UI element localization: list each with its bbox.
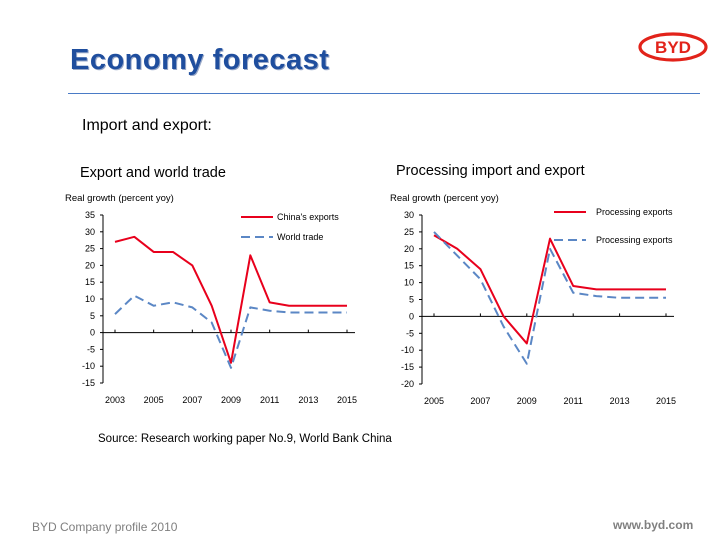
export-world-trade-chart: Real growth (percent yoy)35302520151050-… [65,193,357,405]
title-divider [68,93,700,94]
y-tick-label: 5 [90,311,95,321]
processing-import-export-chart: Real growth (percent yoy)302520151050-5-… [390,193,676,406]
legend-label: Processing exports [596,207,673,217]
y-tick-label: -5 [87,344,95,354]
x-tick-label: 2003 [105,395,125,405]
y-tick-label: 20 [85,260,95,270]
y-tick-label: 0 [90,328,95,338]
y-tick-label: 5 [409,295,414,305]
y-tick-label: -10 [401,345,414,355]
x-tick-label: 2015 [337,395,357,405]
x-tick-label: 2007 [182,395,202,405]
logo-text: BYD [655,38,691,57]
section-subtitle: Import and export: [82,117,212,134]
footer-company: BYD Company profile 2010 [32,520,178,534]
left-chart-heading: Export and world trade [80,165,226,181]
y-tick-label: 0 [409,311,414,321]
y-tick-label: 30 [404,210,414,220]
x-tick-label: 2009 [221,395,241,405]
y-tick-label: 25 [404,227,414,237]
footer-website: www.byd.com [613,518,694,532]
x-tick-label: 2011 [564,396,583,406]
x-tick-label: 2011 [260,395,279,405]
x-tick-label: 2005 [424,396,444,406]
series-line-0 [114,235,347,364]
y-tick-label: 10 [85,294,95,304]
legend-label: World trade [277,232,323,242]
y-tick-label: 25 [85,244,95,254]
x-tick-label: 2007 [470,396,490,406]
series-line-1 [114,294,347,369]
y-tick-label: -20 [401,379,414,389]
series-line-0 [433,234,666,345]
y-tick-label: -15 [82,378,95,388]
x-tick-label: 2013 [298,395,318,405]
series-line-1 [433,231,666,365]
right-chart-heading: Processing import and export [396,163,585,179]
x-tick-label: 2005 [144,395,164,405]
byd-logo: BYD [638,32,708,62]
y-tick-label: 10 [404,278,414,288]
x-tick-label: 2013 [610,396,630,406]
legend-label: Processing exports [596,235,673,245]
y-tick-label: -5 [406,328,414,338]
y-tick-label: 20 [404,244,414,254]
y-tick-label: -10 [82,361,95,371]
x-tick-label: 2015 [656,396,676,406]
y-tick-label: 30 [85,227,95,237]
y-tick-label: 15 [85,277,95,287]
y-tick-label: 35 [85,210,95,220]
y-axis-label: Real growth (percent yoy) [390,193,499,204]
y-tick-label: -15 [401,362,414,372]
y-tick-label: 15 [404,261,414,271]
x-tick-label: 2009 [517,396,537,406]
legend-label: China's exports [277,212,339,222]
page-title: Economy forecast [70,44,330,76]
y-axis-label: Real growth (percent yoy) [65,193,174,204]
source-note: Source: Research working paper No.9, Wor… [98,433,392,445]
